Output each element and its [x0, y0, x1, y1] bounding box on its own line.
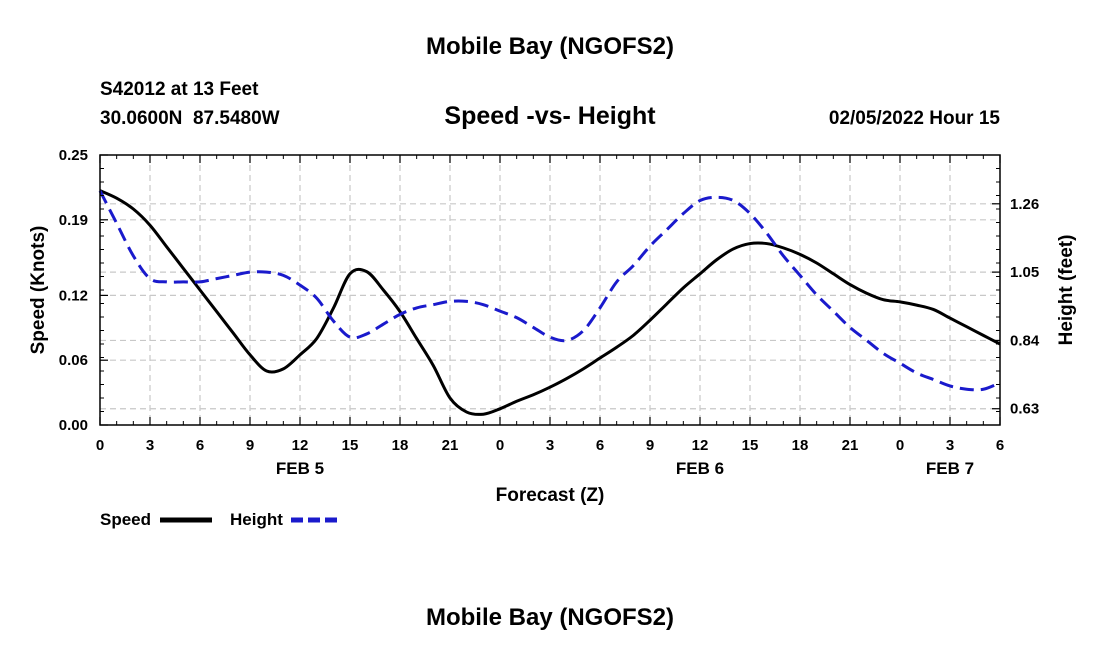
chart-title: Speed -vs- Height [444, 102, 656, 130]
series-lines [98, 189, 1001, 416]
y-tick-label: 0.12 [59, 287, 88, 304]
x-tick-label: 3 [546, 437, 554, 454]
x-tick-label: 6 [596, 437, 604, 454]
x-date-label: FEB 5 [276, 459, 324, 478]
x-tick-label: 3 [946, 437, 954, 454]
footer-title: Mobile Bay (NGOFS2) [426, 604, 674, 631]
y-axis-label-left: Speed (Knots) [28, 226, 49, 355]
x-tick-label: 9 [646, 437, 654, 454]
x-tick-label: 18 [392, 437, 409, 454]
x-tick-label: 15 [342, 437, 359, 454]
y-tick-label: 0.00 [59, 417, 88, 434]
y-tick-label: 0.06 [59, 352, 88, 369]
y-right-tick-label: 1.26 [1010, 196, 1039, 213]
x-date-label: FEB 7 [926, 459, 974, 478]
x-tick-label: 15 [742, 437, 759, 454]
x-tick-label: 12 [292, 437, 309, 454]
y-tick-label: 0.19 [59, 212, 88, 229]
forecast-date-label: 02/05/2022 Hour 15 [829, 108, 1001, 129]
x-tick-label: 0 [496, 437, 504, 454]
y-axis-label-right: Height (feet) [1056, 235, 1077, 346]
x-tick-label: 12 [692, 437, 709, 454]
x-tick-label: 21 [442, 437, 459, 454]
page-title: Mobile Bay (NGOFS2) [426, 33, 674, 60]
x-axis-label: Forecast (Z) [496, 485, 605, 506]
x-tick-label: 18 [792, 437, 809, 454]
x-tick-label: 6 [996, 437, 1004, 454]
x-tick-label: 0 [896, 437, 904, 454]
legend-label-height: Height [230, 510, 283, 529]
y-right-tick-label: 1.05 [1010, 264, 1039, 281]
y-right-tick-label: 0.63 [1010, 401, 1039, 418]
station-name: S42012 at 13 Feet [100, 79, 259, 100]
x-tick-label: 21 [842, 437, 859, 454]
x-tick-label: 0 [96, 437, 104, 454]
y-right-tick-label: 0.84 [1010, 332, 1040, 349]
x-tick-label: 3 [146, 437, 154, 454]
station-coordinates: 30.0600N 87.5480W [100, 108, 280, 129]
x-tick-label: 9 [246, 437, 254, 454]
axes: 0 3 6 9 12 15 18 21 0 3 6 9 12 15 18 21 0 3 6 FEB 5 FEB 6 FEB… [59, 147, 1040, 478]
series-line-speed [99, 189, 1001, 416]
x-tick-label: 6 [196, 437, 204, 454]
y-tick-label: 0.25 [59, 147, 88, 164]
grid-lines [100, 155, 1000, 425]
legend: Speed Height [100, 510, 342, 529]
x-date-label: FEB 6 [676, 459, 724, 478]
legend-label-speed: Speed [100, 510, 151, 529]
